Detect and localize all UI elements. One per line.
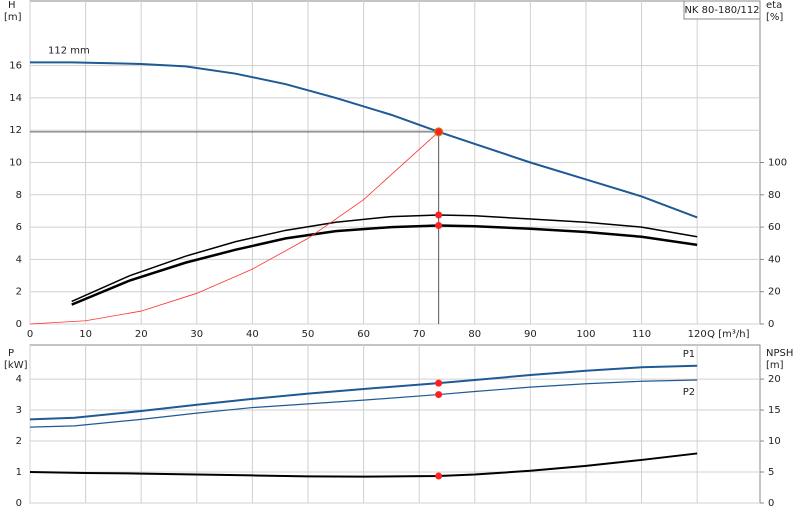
y2-tick-label: 0 bbox=[768, 498, 774, 509]
x-tick-label: 100 bbox=[576, 329, 595, 340]
y-tick-label: 4 bbox=[16, 254, 22, 265]
x-tick-label: 70 bbox=[413, 329, 426, 340]
y2-tick-label: 0 bbox=[768, 319, 774, 330]
duty-point bbox=[435, 472, 443, 480]
y-tick-label: 3 bbox=[16, 405, 22, 416]
x-tick-label: 90 bbox=[524, 329, 537, 340]
y2-axis-label: NPSH bbox=[766, 348, 793, 359]
y-tick-label: 6 bbox=[16, 222, 22, 233]
curve bbox=[29, 131, 439, 325]
y-tick-label: 10 bbox=[9, 158, 22, 169]
y-tick-label: 4 bbox=[16, 374, 22, 385]
y2-axis-unit: [m] bbox=[766, 360, 784, 371]
y-axis-label: P bbox=[8, 348, 14, 359]
series-label: P1 bbox=[683, 349, 695, 360]
y-tick-label: 2 bbox=[16, 436, 22, 447]
curve bbox=[29, 452, 698, 478]
y-axis-unit: [kW] bbox=[4, 360, 28, 371]
duty-point bbox=[435, 128, 443, 136]
curve bbox=[30, 61, 698, 219]
y2-tick-label: 5 bbox=[768, 467, 774, 478]
y2-tick-label: 40 bbox=[768, 254, 781, 265]
x-tick-label: 80 bbox=[468, 329, 481, 340]
duty-point bbox=[435, 391, 443, 399]
x-tick-label: 110 bbox=[632, 329, 651, 340]
title-box bbox=[683, 0, 761, 20]
chart-title: NK 80-180/112 bbox=[684, 5, 759, 16]
x-tick-label: 50 bbox=[302, 329, 315, 340]
x-tick-label: 30 bbox=[190, 329, 203, 340]
y-tick-label: 12 bbox=[9, 125, 22, 136]
curve bbox=[71, 224, 698, 306]
duty-point bbox=[435, 221, 443, 229]
y2-axis-unit: [%] bbox=[766, 12, 783, 23]
duty-point bbox=[435, 379, 443, 387]
curve bbox=[71, 214, 698, 303]
duty-point bbox=[435, 211, 443, 219]
y2-tick-label: 10 bbox=[768, 436, 781, 447]
y-tick-label: 0 bbox=[16, 319, 22, 330]
y-tick-label: 2 bbox=[16, 287, 22, 298]
y2-tick-label: 20 bbox=[768, 374, 781, 385]
y-axis-unit: [m] bbox=[4, 12, 22, 23]
y-axis-label: H bbox=[8, 0, 16, 11]
y2-tick-label: 15 bbox=[768, 405, 781, 416]
curve bbox=[29, 364, 698, 421]
x-tick-label: 60 bbox=[357, 329, 370, 340]
curve bbox=[29, 379, 698, 428]
x-tick-label: 20 bbox=[135, 329, 148, 340]
y2-tick-label: 100 bbox=[768, 158, 787, 169]
series-label: P2 bbox=[683, 387, 695, 398]
x-tick-label: 120 bbox=[688, 329, 707, 340]
y2-tick-label: 80 bbox=[768, 190, 781, 201]
series-label: 112 mm bbox=[48, 45, 90, 56]
y-tick-label: 1 bbox=[16, 467, 22, 478]
y2-tick-label: 20 bbox=[768, 287, 781, 298]
y2-tick-label: 60 bbox=[768, 222, 781, 233]
x-tick-label: 10 bbox=[79, 329, 92, 340]
y2-axis-label: eta bbox=[766, 0, 782, 11]
x-axis-label: Q [m³/h] bbox=[707, 329, 749, 340]
y-tick-label: 16 bbox=[9, 61, 22, 72]
y-tick-label: 8 bbox=[16, 190, 22, 201]
y-tick-label: 14 bbox=[9, 93, 22, 104]
x-tick-label: 40 bbox=[246, 329, 259, 340]
y-tick-label: 0 bbox=[16, 498, 22, 509]
x-tick-label: 0 bbox=[27, 329, 33, 340]
